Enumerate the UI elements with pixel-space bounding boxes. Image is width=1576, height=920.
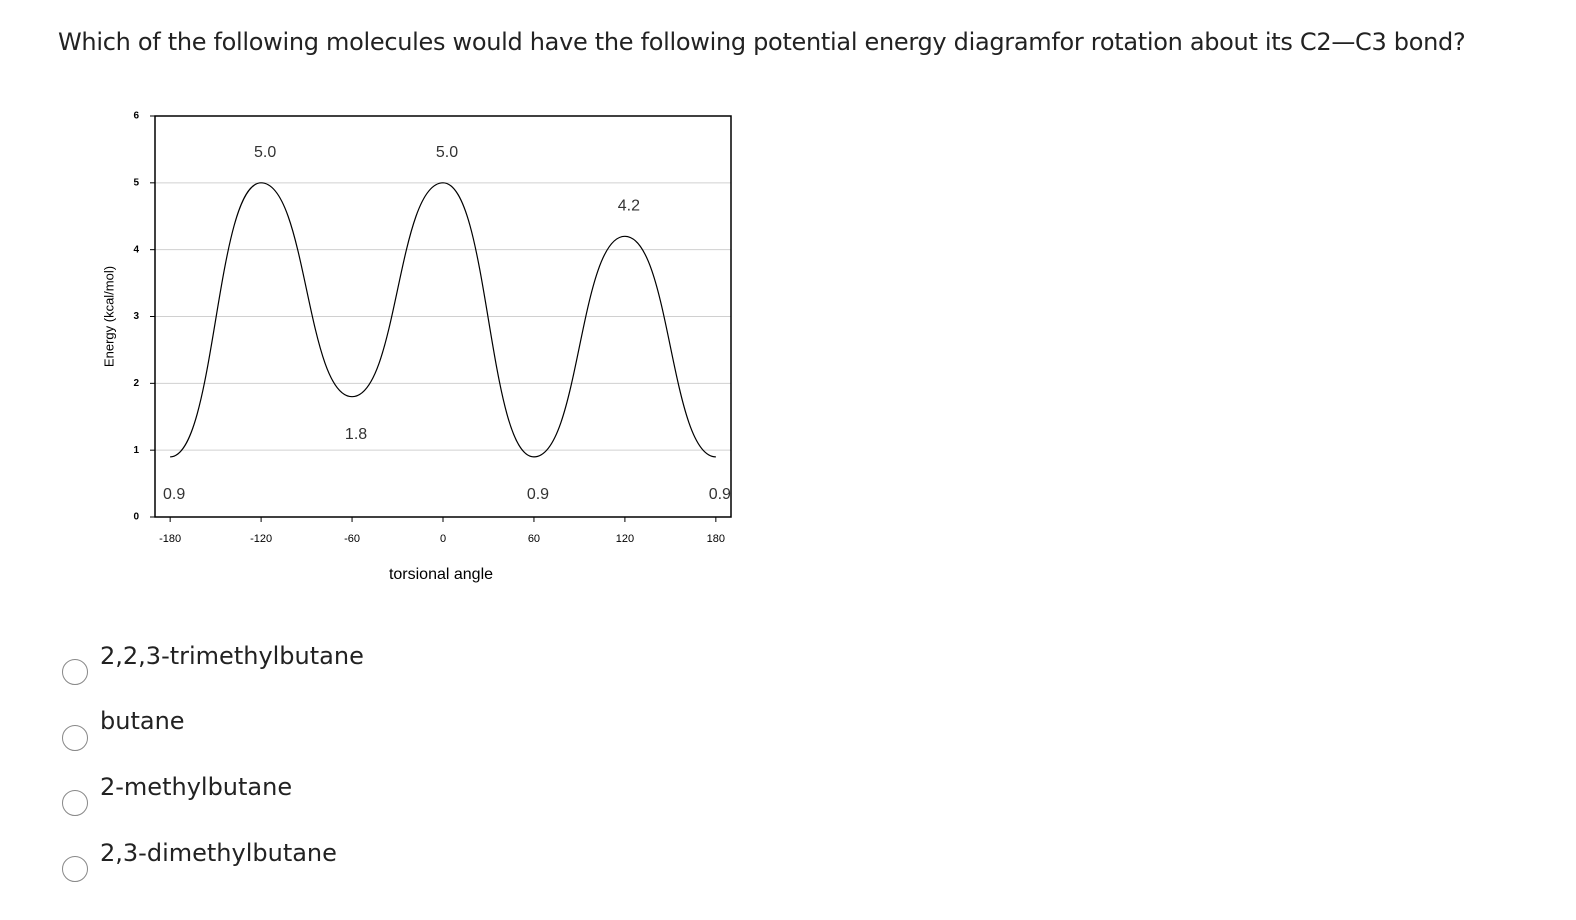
- y-tick-label: 0: [133, 512, 139, 523]
- value-label: 1.8: [345, 426, 367, 443]
- value-label: 0.9: [709, 486, 731, 503]
- value-label: 5.0: [436, 144, 458, 161]
- radio-button[interactable]: [62, 659, 88, 685]
- x-tick-label: 60: [528, 533, 540, 545]
- value-label: 0.9: [527, 486, 549, 503]
- data-line: [170, 182, 716, 458]
- y-tick-label: 5: [133, 177, 139, 188]
- radio-button[interactable]: [62, 790, 88, 816]
- chart: 0 1 2 3 4 5 6 -180 -120 -60 0 60 120 180 torsional ang…: [101, 111, 732, 583]
- value-label: 5.0: [254, 144, 276, 161]
- option-label[interactable]: 2,2,3-trimethylbutane: [100, 642, 364, 670]
- y-tick-label: 2: [133, 378, 139, 389]
- option-label[interactable]: 2-methylbutane: [100, 773, 293, 801]
- x-tick-label: -60: [344, 533, 360, 545]
- value-label: 4.2: [618, 198, 640, 215]
- x-tick-label: 180: [707, 533, 725, 545]
- option-label[interactable]: butane: [100, 707, 185, 735]
- x-axis-label: torsional angle: [389, 566, 493, 583]
- y-tick-label: 4: [133, 244, 139, 255]
- radio-button[interactable]: [62, 856, 88, 882]
- plot-frame: [154, 115, 732, 518]
- option-label[interactable]: 2,3-dimethylbutane: [100, 839, 337, 867]
- value-label: 0.9: [163, 486, 185, 503]
- radio-button[interactable]: [62, 725, 88, 751]
- y-axis-label: Energy (kcal/mol): [101, 266, 116, 367]
- question: Which of the following molecules would h…: [58, 28, 1466, 56]
- x-tick-label: -120: [250, 533, 272, 545]
- x-tick-label: 0: [440, 533, 446, 545]
- y-tick-label: 1: [133, 445, 139, 456]
- x-tick-label: -180: [159, 533, 181, 545]
- x-tick-label: 120: [616, 533, 634, 545]
- y-tick-label: 3: [133, 311, 139, 322]
- y-tick-label: 6: [133, 111, 139, 122]
